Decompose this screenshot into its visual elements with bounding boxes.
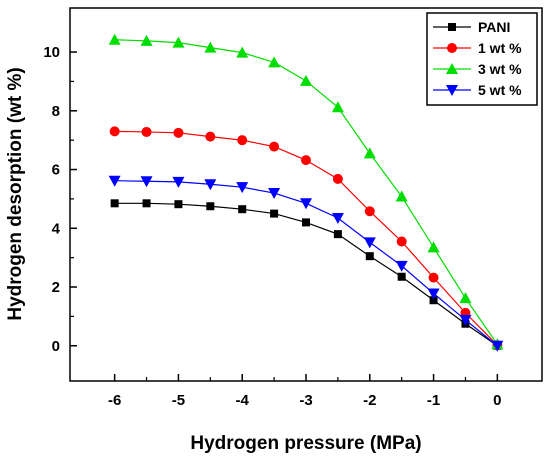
legend: PANI 1 wt % 3 wt % 5 wt % — [426, 12, 538, 106]
data-point — [396, 236, 407, 247]
data-point — [459, 314, 472, 326]
data-point — [395, 260, 408, 272]
data-point — [205, 131, 216, 142]
data-point — [395, 190, 408, 202]
data-point — [427, 288, 440, 300]
x-tick-label: -2 — [363, 392, 376, 409]
legend-label: PANI — [478, 19, 510, 35]
series-layer — [108, 33, 504, 352]
x-tick-label: -3 — [299, 392, 312, 409]
series-1-wt — [109, 126, 503, 351]
legend-marker — [447, 43, 457, 53]
data-point — [268, 56, 281, 68]
x-tick-label: -5 — [172, 392, 185, 409]
x-axis: -6 -5 -4 -3 -2 -1 0 — [108, 374, 502, 409]
data-point — [363, 237, 376, 249]
data-point — [332, 173, 343, 184]
x-tick-label: 0 — [493, 392, 501, 409]
data-point — [142, 199, 151, 208]
data-point — [172, 176, 185, 188]
data-point — [141, 126, 152, 137]
data-point — [236, 46, 249, 58]
data-point — [270, 209, 279, 218]
data-point — [173, 127, 184, 138]
legend-marker — [448, 23, 456, 31]
data-point — [300, 74, 312, 86]
data-point — [429, 296, 438, 305]
data-point — [206, 202, 215, 211]
data-point — [174, 200, 183, 209]
data-point — [108, 175, 121, 187]
data-point — [140, 176, 153, 188]
data-point — [397, 272, 406, 281]
legend-item: PANI — [433, 19, 510, 35]
y-axis: 0 2 4 6 8 10 — [43, 44, 77, 355]
data-point — [427, 241, 440, 253]
data-point — [110, 199, 119, 208]
y-tick-label: 2 — [52, 279, 60, 296]
y-tick-label: 0 — [52, 338, 60, 355]
data-point — [459, 292, 472, 304]
y-tick-label: 8 — [52, 103, 60, 120]
y-tick-label: 10 — [43, 44, 60, 61]
legend-label: 3 wt % — [478, 61, 522, 77]
x-axis-title: Hydrogen pressure (MPa) — [190, 433, 421, 454]
data-point — [140, 34, 153, 46]
data-point — [172, 36, 185, 48]
legend-item: 3 wt % — [433, 61, 522, 77]
x-tick-label: -4 — [236, 392, 250, 409]
data-point — [268, 188, 281, 200]
data-point — [302, 218, 310, 227]
legend-item: 1 wt % — [433, 40, 522, 56]
data-point — [108, 33, 121, 45]
data-point — [331, 101, 344, 113]
data-point — [204, 179, 217, 191]
data-point — [300, 198, 312, 210]
data-point — [491, 340, 504, 352]
data-point — [238, 205, 247, 214]
data-point — [301, 155, 311, 166]
data-point — [204, 41, 217, 53]
legend-label: 1 wt % — [478, 40, 522, 56]
data-point — [269, 141, 280, 152]
y-axis-title: Hydrogen desorption (wt %) — [5, 67, 26, 320]
y-tick-label: 6 — [52, 162, 60, 179]
legend-label: 5 wt % — [478, 82, 522, 98]
data-point — [331, 212, 344, 224]
data-point — [365, 252, 374, 261]
legend-marker — [446, 63, 458, 74]
legend-marker — [446, 85, 458, 96]
data-point — [363, 147, 376, 159]
x-tick-label: -6 — [108, 392, 121, 409]
series-3-wt — [108, 33, 504, 350]
y-tick-label: 4 — [52, 220, 61, 237]
series-pani — [110, 199, 502, 350]
data-point — [333, 230, 342, 239]
legend-item: 5 wt % — [433, 82, 522, 98]
series-5-wt — [108, 175, 504, 352]
data-point — [364, 206, 375, 217]
data-point — [237, 135, 248, 146]
data-point — [236, 182, 249, 194]
data-point — [428, 272, 439, 283]
data-point — [109, 126, 120, 137]
x-tick-label: -1 — [427, 392, 440, 409]
